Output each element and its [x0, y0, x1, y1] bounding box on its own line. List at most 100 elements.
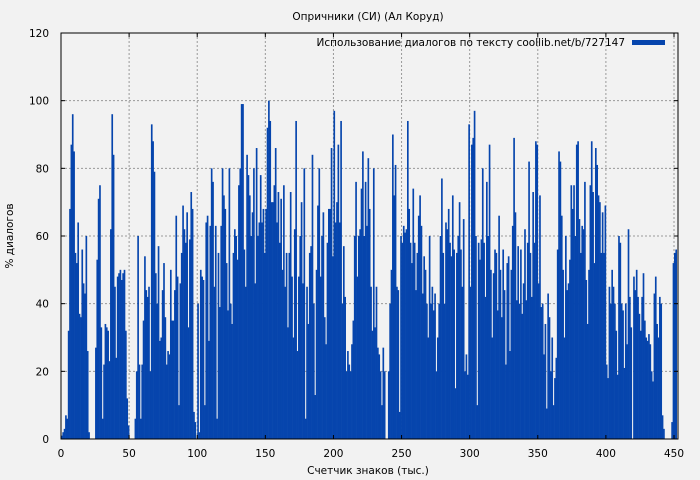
- y-tick-label: 20: [36, 366, 49, 378]
- bar: [599, 202, 601, 439]
- bar: [646, 340, 649, 439]
- legend-swatch: [632, 40, 665, 45]
- bar: [70, 144, 73, 439]
- bar: [240, 104, 243, 440]
- bar: [650, 371, 653, 439]
- bar: [287, 327, 289, 439]
- bar: [108, 361, 111, 439]
- bar: [387, 371, 390, 439]
- bar: [513, 137, 515, 439]
- bar: [164, 317, 167, 439]
- bar: [397, 290, 400, 439]
- bar: [61, 435, 63, 439]
- bar: [381, 405, 383, 439]
- bar: [149, 371, 152, 439]
- bar: [626, 344, 628, 439]
- bar: [325, 344, 327, 439]
- bar: [528, 161, 530, 439]
- bar: [660, 303, 663, 439]
- bar: [289, 192, 292, 439]
- bar: [285, 252, 288, 439]
- bar: [578, 219, 581, 439]
- bar: [322, 212, 325, 439]
- bar: [141, 364, 144, 439]
- bar: [100, 327, 103, 439]
- bar: [135, 371, 138, 439]
- bar: [582, 229, 585, 439]
- bar: [423, 256, 426, 439]
- bar: [311, 154, 314, 440]
- bar: [284, 286, 287, 439]
- bar: [574, 236, 577, 439]
- bar: [123, 269, 126, 439]
- bar: [672, 263, 675, 439]
- bar: [228, 168, 231, 439]
- bar: [419, 195, 421, 439]
- bar: [435, 371, 438, 439]
- bar: [526, 242, 529, 439]
- bar: [67, 330, 70, 439]
- bar: [221, 168, 224, 439]
- bar: [629, 296, 631, 439]
- bar: [134, 418, 137, 439]
- bar: [575, 144, 578, 439]
- bar: [150, 124, 153, 439]
- bar: [88, 432, 90, 439]
- bar: [244, 286, 247, 439]
- bar: [481, 168, 484, 439]
- bar: [522, 283, 525, 439]
- bar: [372, 168, 375, 439]
- bar: [371, 330, 374, 439]
- bar: [239, 168, 242, 439]
- bar: [65, 415, 67, 439]
- bar: [605, 364, 608, 439]
- y-tick-label: 60: [36, 231, 49, 243]
- bar: [547, 293, 549, 439]
- bar: [558, 151, 560, 440]
- x-tick-label: 100: [187, 448, 207, 460]
- bar: [434, 293, 436, 439]
- bar: [193, 411, 195, 439]
- bar: [415, 290, 417, 439]
- bar: [506, 263, 509, 439]
- bar: [169, 269, 172, 439]
- bar: [259, 175, 262, 439]
- bar: [594, 148, 597, 439]
- bar: [202, 279, 205, 439]
- bar: [552, 405, 555, 439]
- bar: [163, 263, 165, 439]
- bar: [111, 114, 114, 439]
- bar: [476, 405, 479, 439]
- bar: [630, 327, 633, 439]
- bar: [510, 269, 513, 439]
- y-axis-label: % диалогов: [4, 203, 16, 268]
- bar: [330, 148, 333, 439]
- y-tick-label: 40: [36, 299, 49, 311]
- bar: [517, 246, 519, 439]
- bar: [227, 310, 229, 439]
- x-tick-label: 0: [58, 448, 65, 460]
- bar: [413, 242, 416, 439]
- bar: [462, 219, 465, 439]
- bar: [498, 215, 500, 439]
- bar: [107, 330, 109, 439]
- bar: [529, 252, 532, 439]
- bar: [379, 371, 382, 439]
- bar: [494, 249, 496, 439]
- bar: [366, 225, 368, 439]
- bar: [487, 236, 490, 439]
- bar: [502, 249, 505, 439]
- bar: [168, 354, 171, 439]
- bar: [627, 229, 630, 439]
- bar: [159, 340, 161, 439]
- bar: [473, 110, 476, 439]
- bar: [293, 229, 296, 439]
- bar: [539, 195, 541, 439]
- bar: [535, 141, 537, 439]
- bar: [439, 236, 442, 439]
- bar: [258, 222, 261, 439]
- bar: [451, 195, 454, 439]
- bar: [407, 120, 409, 439]
- bar: [270, 202, 273, 439]
- bar: [374, 327, 376, 439]
